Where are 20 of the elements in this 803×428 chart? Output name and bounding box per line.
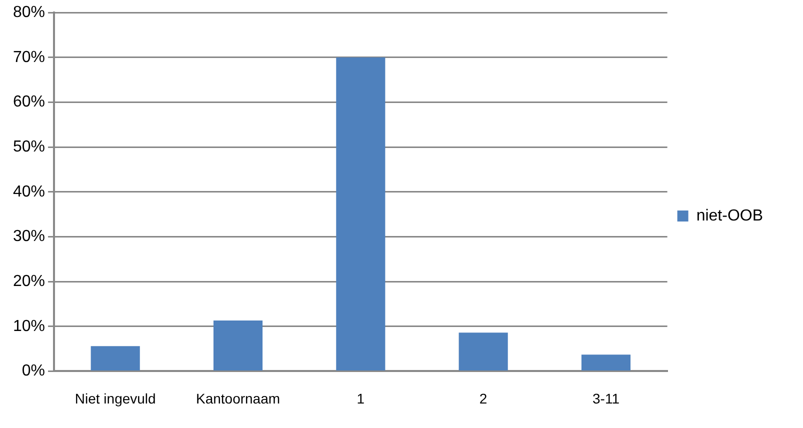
y-tick-label: 20% [12, 272, 46, 290]
y-tick-label: 80% [12, 4, 46, 22]
y-tick-label: 50% [12, 138, 46, 156]
x-tick-label: 3-11 [592, 390, 620, 406]
bar [458, 332, 508, 370]
y-tick-label: 10% [12, 318, 46, 335]
y-tick-label: 70% [12, 48, 46, 66]
legend-label: niet-OOB [696, 207, 763, 224]
bar [213, 320, 263, 370]
bar [581, 354, 631, 370]
x-tick-label: Kantoornaam [196, 390, 280, 406]
x-tick-label: Niet ingevuld [74, 390, 156, 406]
bar [90, 346, 140, 370]
bar [336, 57, 386, 370]
x-tick-label: 1 [356, 390, 365, 406]
x-tick-label: 2 [479, 390, 488, 406]
y-tick-label: 30% [12, 228, 46, 246]
y-tick-label: 40% [12, 183, 46, 200]
y-tick-label: 0% [22, 362, 46, 380]
y-tick-label: 60% [12, 94, 46, 111]
